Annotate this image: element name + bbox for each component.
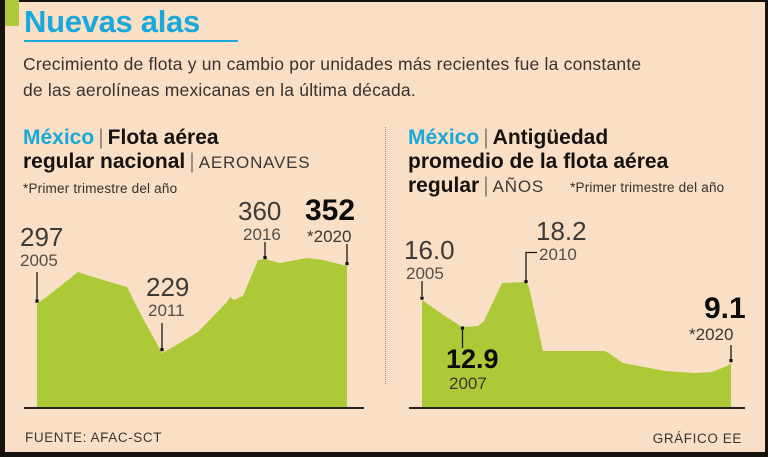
- data-label-year: 2010: [539, 245, 577, 264]
- frame-border-right: [765, 0, 768, 457]
- data-label-year: 2016: [243, 225, 281, 244]
- right-chart-title-line1: Antigüedad: [492, 126, 609, 149]
- data-label-value: 352: [305, 194, 356, 227]
- separator: |: [483, 126, 489, 149]
- panel-divider: [385, 127, 386, 384]
- dot-2011: [160, 348, 164, 352]
- source-credit: FUENTE: AFAC-SCT: [25, 430, 163, 445]
- data-label-year: *2020: [689, 325, 734, 344]
- dot-2007: [460, 326, 465, 330]
- frame-border-top: [0, 0, 768, 2]
- separator: |: [189, 150, 195, 173]
- dot-2020: [345, 262, 349, 266]
- right-chart-header-line1: México | Antigüedad: [408, 126, 608, 150]
- left-chart-title-line2: regular nacional: [23, 150, 186, 173]
- left-chart-title-line1: Flota aérea: [107, 126, 219, 149]
- green-accent-square: [5, 0, 19, 26]
- left-baseline: [24, 407, 364, 409]
- subtitle-line-2: de las aerolíneas mexicanas en la última…: [23, 80, 416, 100]
- left-chart-region: México: [23, 126, 95, 149]
- left-area-fill: [37, 258, 347, 408]
- left-area-chart: [24, 242, 364, 409]
- subtitle-line-1: Crecimiento de flota y un cambio por uni…: [23, 54, 642, 74]
- dot-2005: [35, 299, 39, 303]
- graphic-credit: GRÁFICO EE: [652, 431, 742, 446]
- dot-2016: [263, 256, 267, 260]
- data-label-year: *2020: [307, 227, 352, 246]
- data-label-value: 297: [20, 222, 64, 252]
- right-chart-region: México: [408, 126, 480, 149]
- right-chart-footnote: *Primer trimestre del año: [570, 180, 725, 195]
- data-label-value: 229: [146, 272, 190, 302]
- page-title: Nuevas alas: [24, 4, 200, 39]
- data-label-year: 2007: [449, 374, 487, 393]
- dot-2010: [524, 280, 528, 284]
- right-chart-title-line2: promedio de la flota aérea: [408, 150, 669, 173]
- right-area-fill: [422, 282, 731, 408]
- right-chart-unit: AÑOS: [492, 177, 545, 196]
- right-chart-header-line3: regular | AÑOS *Primer trimestre del año: [408, 174, 724, 198]
- right-area-chart: [409, 251, 745, 409]
- data-label-value: 360: [238, 196, 282, 226]
- data-label-value: 16.0: [404, 235, 455, 265]
- right-chart-header-line2: promedio de la flota aérea: [408, 150, 668, 174]
- left-chart-header-line1: México | Flota aérea: [23, 126, 219, 150]
- right-baseline: [409, 407, 745, 409]
- leader-2010: [525, 251, 537, 280]
- separator: |: [483, 174, 489, 197]
- left-chart-header-line2: regular nacional | AERONAVES: [23, 150, 310, 174]
- left-chart-footnote: *Primer trimestre del año: [23, 181, 178, 196]
- data-label-year: 2011: [148, 301, 185, 320]
- title-underline: [24, 40, 238, 42]
- frame-border-left: [0, 0, 5, 457]
- data-label-value: 9.1: [704, 292, 746, 325]
- left-chart-unit: AERONAVES: [198, 153, 311, 172]
- data-label-year: 2005: [406, 264, 444, 283]
- data-label-value: 12.9: [446, 344, 499, 374]
- dot-2020: [729, 359, 733, 363]
- data-label-value: 18.2: [536, 216, 587, 246]
- data-label-year: 2005: [20, 251, 58, 270]
- frame-border-bottom: [0, 452, 768, 457]
- separator: |: [98, 126, 104, 149]
- right-chart-title-line3: regular: [408, 174, 480, 197]
- dot-2005: [420, 296, 424, 300]
